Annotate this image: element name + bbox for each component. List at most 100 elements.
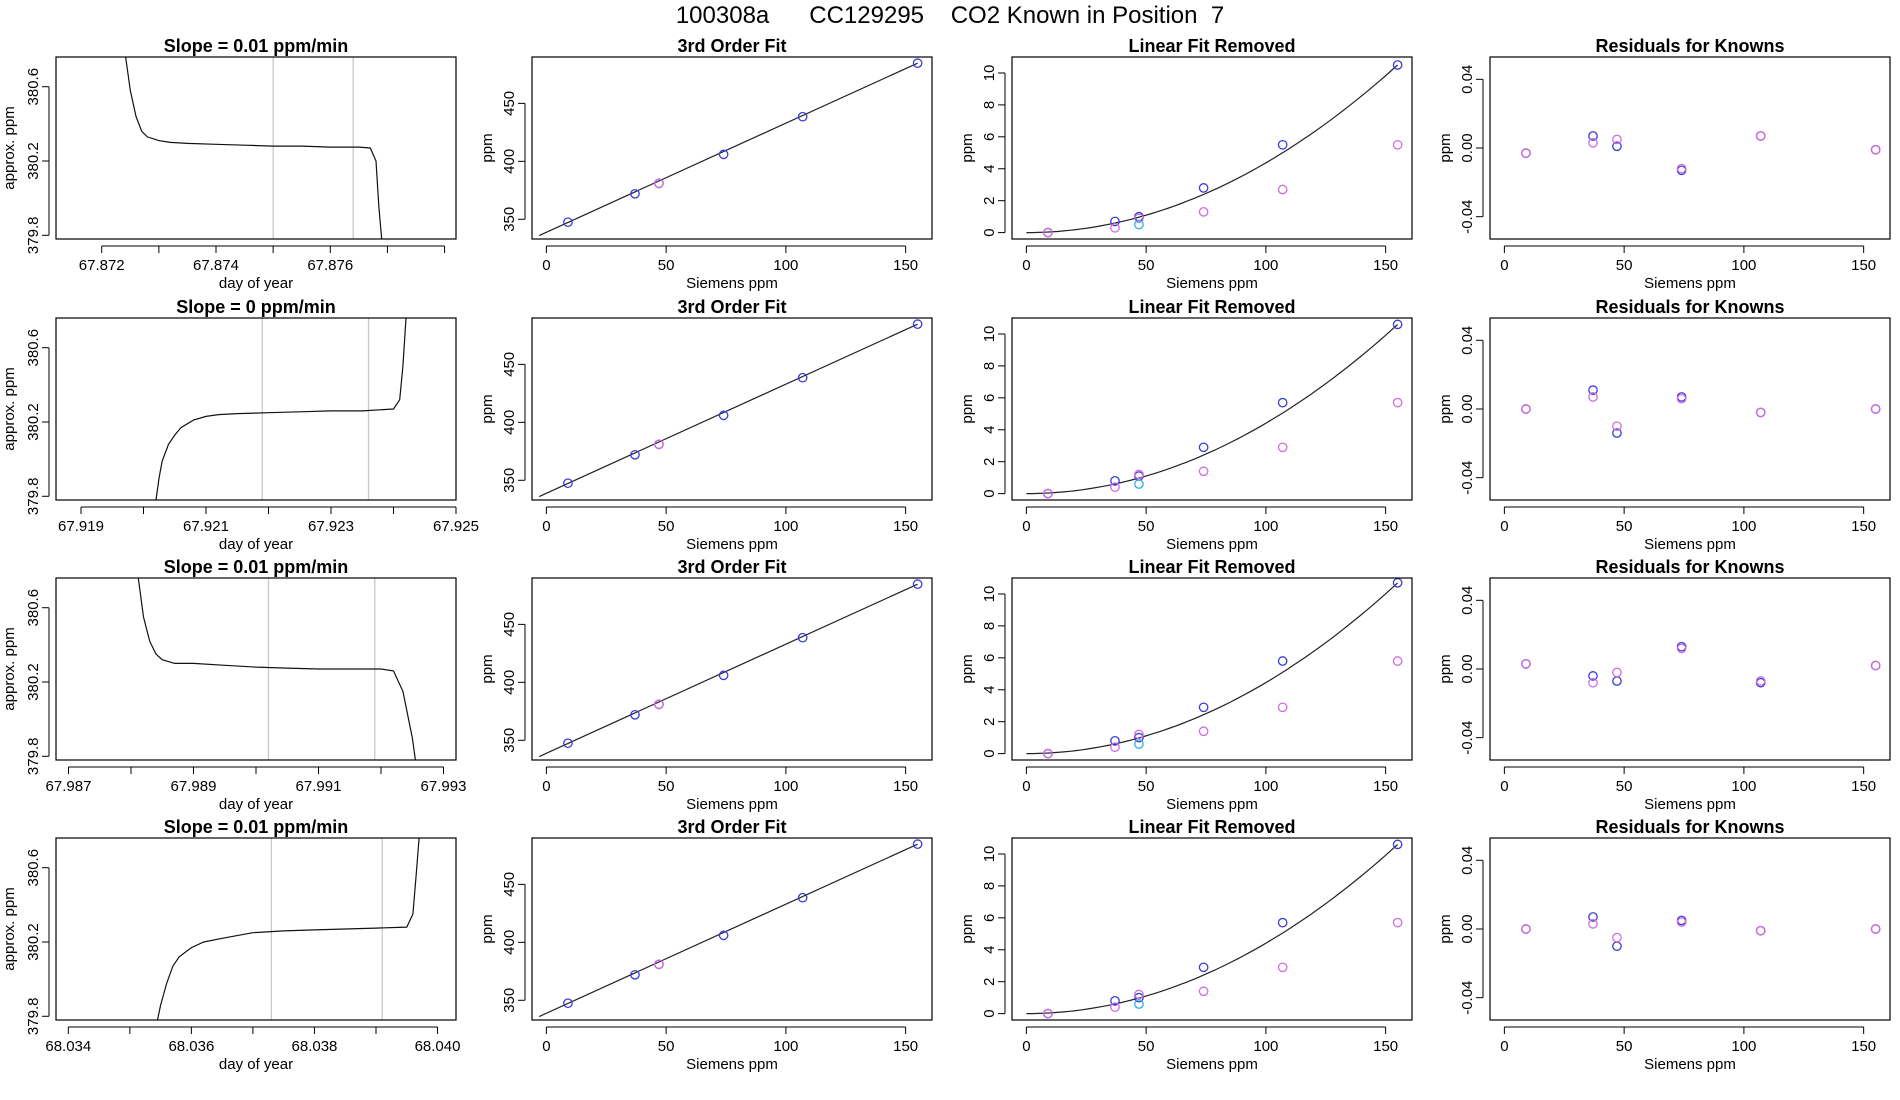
panel-3-3-point-s2-4 — [1198, 726, 1209, 737]
panel-3-1-x-tick-label-1: 67.987 — [46, 778, 92, 795]
panel-1-4-x-tick-label-1: 0 — [1500, 257, 1508, 274]
panel-3-1-frame — [55, 577, 457, 761]
panel-2-2-point-s1-5 — [797, 372, 808, 383]
panel-4-2-y-tick-label-3: 450 — [501, 872, 518, 897]
panel-3-3-frame — [1011, 577, 1413, 761]
panel-2-3-point-s2-4 — [1198, 466, 1209, 477]
panel-2-2-point-s1-4 — [718, 410, 729, 421]
panel-4-4-point-s2-5 — [1755, 925, 1766, 936]
panel-4-3-point-s3-1 — [1134, 999, 1144, 1009]
panel-4-4-ylabel: ppm — [1437, 914, 1454, 943]
panel-4-3-xlabel: Siemens ppm — [1166, 1056, 1258, 1073]
panel-3-1-y-tick-label-3: 380.6 — [25, 589, 42, 627]
panel-2-3-title: Linear Fit Removed — [1128, 297, 1295, 317]
panel-1-3-y-tick-label-6: 10 — [981, 65, 998, 82]
panel-3-3-y-tick-label-4: 6 — [981, 654, 998, 662]
panel-3-4-title: Residuals for Knowns — [1595, 557, 1784, 577]
panel-1-2-y-tick-label-2: 400 — [501, 149, 518, 174]
panel-2-2-plot-area — [538, 319, 923, 498]
panel-1-3-point-s1-6 — [1392, 60, 1403, 70]
panel-2-3-y-tick-label-4: 6 — [981, 394, 998, 402]
panel-1-3-frame — [1011, 56, 1413, 240]
panel-3-2-x-tick-label-1: 0 — [542, 778, 550, 795]
panel-2-2-x-tick-label-2: 50 — [658, 518, 675, 535]
panel-2-3-point-s1-4 — [1198, 442, 1209, 453]
panel-3-4-point-s2-6 — [1870, 660, 1881, 671]
panel-4-4-point-s1-3 — [1612, 941, 1622, 952]
panel-1-3-point-s2-3 — [1134, 213, 1144, 224]
panel-3-4-point-s2-1 — [1521, 658, 1531, 669]
panel-4-3-y-tick-label-1: 0 — [981, 1009, 998, 1017]
panel-4-4-y-tick-label-3: 0.04 — [1459, 846, 1476, 875]
panel-1-1-frame — [55, 56, 457, 240]
panel-4-4-title: Residuals for Knowns — [1595, 817, 1784, 837]
panel-2-1-y-tick-label-3: 380.6 — [25, 329, 42, 367]
panel-3-4-y-tick-label-3: 0.04 — [1459, 586, 1476, 615]
panel-1-3-point-s2-5 — [1277, 184, 1288, 195]
panel-1-3-y-tick-label-2: 2 — [981, 197, 998, 205]
panel-4-4-y-tick-label-1: -0.04 — [1459, 981, 1476, 1015]
panel-3-3-point-s1-6 — [1392, 578, 1403, 588]
panel-1-3-x-tick-label-3: 100 — [1253, 257, 1278, 274]
panel-1-3-ylabel: ppm — [959, 133, 976, 162]
panel-4-2-xlabel: Siemens ppm — [686, 1056, 778, 1073]
panel-3-2-title: 3rd Order Fit — [677, 557, 786, 577]
panel-1-4-point-s2-4 — [1676, 163, 1687, 174]
panel-1-4: Residuals for Knowns 0 50 100 150 Siemens ppm… — [1437, 36, 1891, 292]
panel-4-3-frame — [1011, 837, 1413, 1021]
panel-1-3-y-tick-label-1: 0 — [981, 228, 998, 236]
panel-3-2-point-s1-6 — [912, 579, 923, 589]
panel-2-4-x-tick-label-3: 100 — [1731, 518, 1756, 535]
panel-2-2-point-s1-2 — [630, 449, 640, 460]
panel-1-2-point-s1-4 — [718, 149, 729, 160]
panel-1-4-plot-area — [1521, 131, 1881, 176]
panel-4-1: Slope = 0.01 ppm/min 68.034 68.036 68.038 68… — [1, 817, 460, 1073]
panel-1-2-ylabel: ppm — [479, 133, 496, 162]
panel-1-1-ylabel: approx. ppm — [1, 106, 18, 189]
panel-2-3-point-s1-6 — [1392, 319, 1403, 330]
panel-4-1-y-tick-label-1: 379.8 — [25, 998, 42, 1036]
panel-2-2-y-tick-label-3: 450 — [501, 352, 518, 377]
panel-1-1-trace — [125, 57, 383, 239]
panel-4-2-point-s1-5 — [797, 892, 808, 903]
panel-2-3-point-s1-5 — [1277, 397, 1288, 408]
panel-1-2-point-s1-1 — [563, 217, 573, 228]
panel-3-3-y-tick-label-1: 0 — [981, 749, 998, 757]
panel-2-2-y-tick-label-2: 400 — [501, 410, 518, 435]
panel-4-2-point-s2-1 — [654, 959, 664, 970]
panel-1-3-x-tick-label-2: 50 — [1138, 257, 1155, 274]
panel-3-3-x-tick-label-3: 100 — [1253, 778, 1278, 795]
panel-4-4-plot-area — [1521, 912, 1881, 952]
panel-2-4-point-s1-2 — [1588, 385, 1598, 395]
panel-4-3-point-s2-6 — [1392, 917, 1403, 928]
panel-3-2-x-tick-label-3: 100 — [773, 778, 798, 795]
panel-4-2: 3rd Order Fit 0 50 100 150 Siemens ppm 350 400 4… — [479, 817, 933, 1073]
panel-4-1-x-tick-label-7: 68.040 — [415, 1038, 461, 1055]
panel-3-1: Slope = 0.01 ppm/min 67.987 67.989 67.991 67… — [1, 557, 466, 813]
panel-4-1-y-tick-label-3: 380.6 — [25, 849, 42, 887]
panel-4-4-point-s2-4 — [1676, 917, 1687, 927]
panel-1-2-xlabel: Siemens ppm — [686, 275, 778, 292]
panel-3-2-y-tick-label-3: 450 — [501, 612, 518, 637]
panel-3-3-point-s1-5 — [1277, 656, 1288, 666]
panel-3-4: Residuals for Knowns 0 50 100 150 Siemens ppm… — [1437, 557, 1891, 813]
panel-1-1-title: Slope = 0.01 ppm/min — [164, 36, 349, 56]
panel-1-4-x-tick-label-2: 50 — [1616, 257, 1633, 274]
panel-3-4-x-tick-label-4: 150 — [1851, 778, 1876, 795]
panel-4-3-point-s1-2 — [1110, 995, 1120, 1006]
panel-2-4-y-tick-label-1: -0.04 — [1459, 461, 1476, 495]
panel-1-3-y-tick-label-4: 6 — [981, 133, 998, 141]
panel-4-3-point-s1-3 — [1134, 992, 1144, 1003]
panel-4-3-point-s2-5 — [1277, 962, 1288, 973]
panel-2-3-point-s2-6 — [1392, 397, 1403, 408]
panel-3-1-x-tick-label-7: 67.993 — [421, 778, 467, 795]
panel-2-2-point-s2-1 — [654, 439, 664, 450]
panel-2-4-x-tick-label-1: 0 — [1500, 518, 1508, 535]
panel-1-4-point-s2-6 — [1870, 144, 1881, 155]
panel-1-2-point-s1-5 — [797, 111, 808, 122]
panel-3-3-y-tick-label-3: 4 — [981, 686, 998, 694]
panel-2-3-ylabel: ppm — [959, 394, 976, 423]
panel-4-3-point-s1-4 — [1198, 962, 1209, 973]
panel-3-2: 3rd Order Fit 0 50 100 150 Siemens ppm 350 400 4… — [479, 557, 933, 813]
